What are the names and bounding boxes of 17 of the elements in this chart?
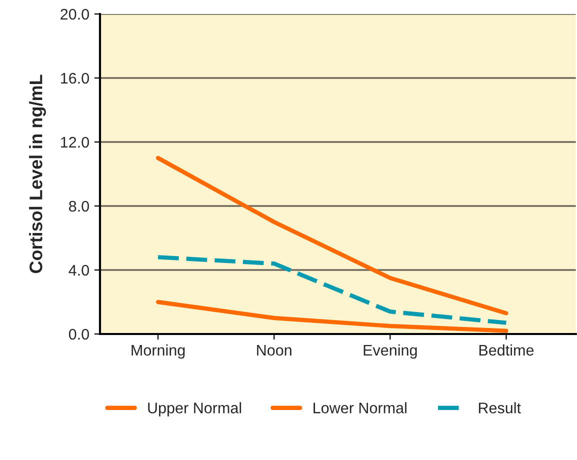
y-tick-label: 20.0: [60, 8, 89, 20]
y-tick-label: 0.0: [68, 328, 89, 340]
line-series: [156, 300, 508, 333]
legend-label: Lower Normal: [314, 402, 406, 414]
y-tick-label: 12.0: [61, 136, 89, 148]
line-series: [156, 255, 508, 325]
y-axis-title: Cortisol Level in ng/mL: [29, 74, 46, 274]
x-tick-label: Bedtime: [479, 344, 534, 356]
legend-label: Result: [478, 402, 521, 414]
y-tick-label: 16.0: [61, 72, 89, 84]
y-tick-label: 8.0: [69, 200, 89, 212]
y-tick-label: 4.0: [68, 264, 89, 276]
x-tick-label: Morning: [132, 344, 185, 359]
x-tick-label: Evening: [364, 344, 417, 359]
x-tick-label: Noon: [257, 344, 292, 356]
line-series: [156, 156, 508, 316]
legend-label: Upper Normal: [148, 402, 242, 416]
